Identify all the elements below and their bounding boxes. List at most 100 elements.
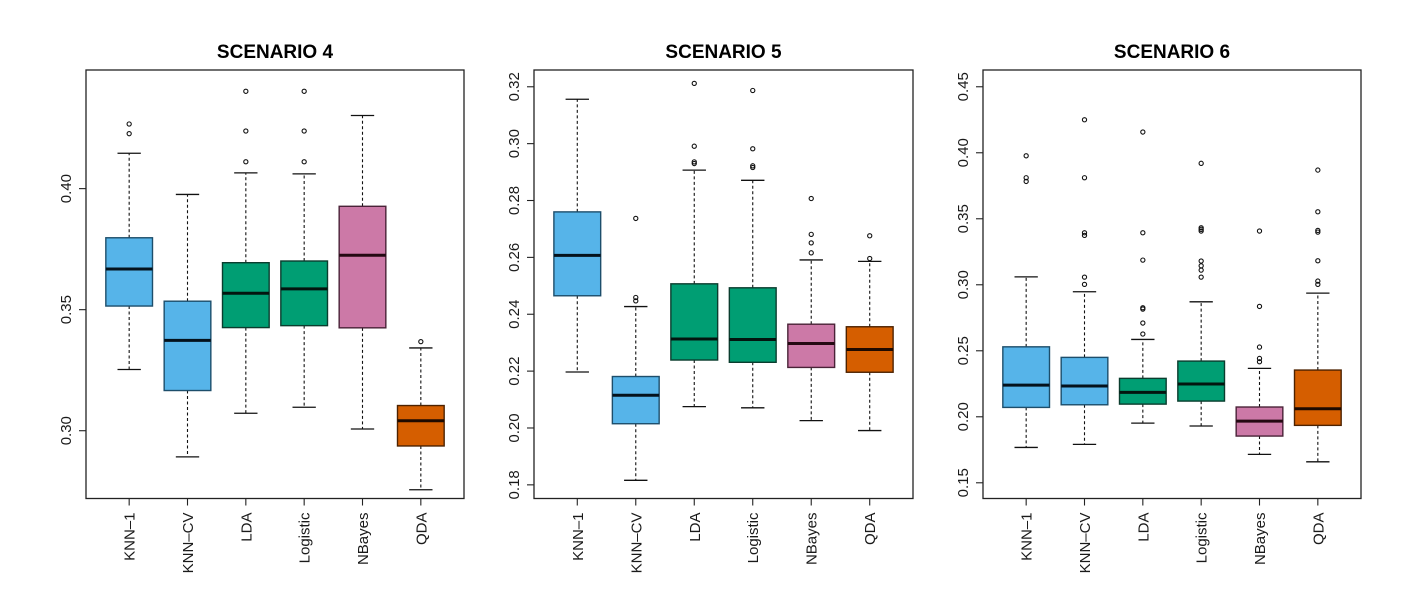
outlier-point <box>1081 230 1088 236</box>
outlier-point <box>1256 344 1263 350</box>
outlier-point <box>243 88 249 94</box>
outlier-point <box>691 159 697 165</box>
iqr-box <box>1002 346 1051 409</box>
outlier-point <box>750 146 756 152</box>
outlier-point <box>1081 232 1088 239</box>
outlier-point <box>808 195 814 202</box>
x-axis: KNN–1 KNN–CV LDA Logistic NBayes QDA <box>570 498 879 573</box>
iqr-box <box>553 211 602 297</box>
outlier-point <box>1198 226 1204 232</box>
y-tick-label: 0.15 <box>955 468 972 497</box>
outlier-point <box>1256 355 1263 362</box>
outlier-point <box>1315 278 1321 284</box>
iqr-box <box>1060 356 1109 406</box>
outlier-point <box>1315 227 1321 234</box>
outlier-point <box>750 163 756 169</box>
box-logistic <box>728 87 777 409</box>
y-tick-label: 0.25 <box>955 336 972 365</box>
outlier-point <box>1256 228 1263 234</box>
outlier-point <box>1081 117 1088 123</box>
x-tick-label: QDA <box>413 513 430 546</box>
outlier-point <box>808 240 814 246</box>
x-tick-label: KNN–CV <box>1077 513 1094 574</box>
panel-title: SCENARIO 6 <box>1114 42 1230 63</box>
iqr-box <box>728 287 777 364</box>
y-tick-label: 0.30 <box>955 270 972 299</box>
outlier-point <box>1198 228 1204 234</box>
outlier-point <box>1140 320 1146 326</box>
box-lda <box>670 80 719 408</box>
y-tick-label: 0.20 <box>955 402 972 431</box>
outlier-point <box>633 294 639 301</box>
y-tick-label: 0.30 <box>58 416 75 445</box>
x-tick-label: Logistic <box>1194 512 1211 563</box>
x-tick-label: LDA <box>1135 513 1152 542</box>
y-tick-label: 0.35 <box>955 204 972 233</box>
outlier-point <box>1198 263 1204 269</box>
outlier-point <box>1140 129 1146 135</box>
outlier-point <box>1140 230 1146 236</box>
box-knn-cv <box>1060 117 1109 446</box>
box-knn-1 <box>553 98 602 373</box>
box-nbayes <box>1235 228 1284 456</box>
box-knn-1 <box>105 121 154 371</box>
outlier-point <box>1081 281 1088 288</box>
outlier-point <box>808 231 814 237</box>
iqr-box <box>396 404 445 447</box>
box-logistic <box>1177 160 1226 427</box>
iqr-box <box>1293 369 1342 427</box>
outlier-point <box>1081 175 1088 181</box>
x-axis: KNN–1 KNN–CV LDA Logistic NBayes QDA <box>122 498 430 573</box>
outlier-point <box>750 87 756 94</box>
outlier-point <box>1198 274 1204 280</box>
y-tick-label: 0.40 <box>955 138 972 167</box>
y-tick-label: 0.35 <box>58 295 75 324</box>
outlier-point <box>126 131 132 137</box>
outlier-point <box>1315 258 1321 264</box>
x-axis: KNN–1 KNN–CV LDA Logistic NBayes QDA <box>1019 498 1327 574</box>
outlier-point <box>1315 281 1321 288</box>
y-tick-label: 0.32 <box>506 72 523 101</box>
iqr-box <box>163 300 212 392</box>
y-axis: 0.30 0.35 0.40 <box>58 174 86 445</box>
x-tick-label: LDA <box>687 513 704 542</box>
outlier-point <box>691 80 697 87</box>
outlier-point <box>1023 178 1029 185</box>
outlier-point <box>301 159 307 165</box>
box-lda <box>221 88 270 414</box>
iqr-box <box>105 237 154 307</box>
y-tick-label: 0.40 <box>58 174 75 203</box>
outlier-point <box>750 164 756 171</box>
y-tick-label: 0.18 <box>506 470 523 499</box>
outlier-point <box>691 160 697 167</box>
x-tick-label: NBayes <box>804 513 821 566</box>
outlier-point <box>1198 267 1204 273</box>
x-tick-label: KNN–1 <box>1019 513 1036 561</box>
y-tick-label: 0.24 <box>506 300 523 329</box>
box-qda <box>845 233 894 432</box>
y-axis: 0.18 0.20 0.22 0.24 0.26 0.28 0.30 0.32 <box>506 72 534 499</box>
iqr-box <box>670 283 719 361</box>
y-tick-label: 0.26 <box>506 243 523 272</box>
outlier-point <box>1140 331 1146 337</box>
iqr-box <box>221 262 270 329</box>
outlier-point <box>1198 258 1204 264</box>
outlier-point <box>1315 229 1321 235</box>
x-tick-label: Logistic <box>745 512 762 563</box>
outlier-point <box>243 159 249 165</box>
box-knn-1 <box>1002 153 1051 449</box>
x-tick-label: QDA <box>1310 513 1327 546</box>
outlier-point <box>301 88 307 94</box>
outlier-point <box>1256 303 1263 310</box>
x-tick-label: LDA <box>238 513 255 542</box>
x-tick-label: KNN–1 <box>570 513 587 561</box>
x-tick-label: NBayes <box>1252 513 1269 566</box>
outlier-point <box>633 215 639 222</box>
iqr-box <box>611 375 660 425</box>
box-qda <box>1293 167 1342 463</box>
outlier-point <box>418 338 424 345</box>
plot-frame <box>533 69 914 500</box>
x-tick-label: NBayes <box>355 513 372 566</box>
y-tick-label: 0.30 <box>506 129 523 158</box>
outlier-point <box>1256 359 1263 365</box>
